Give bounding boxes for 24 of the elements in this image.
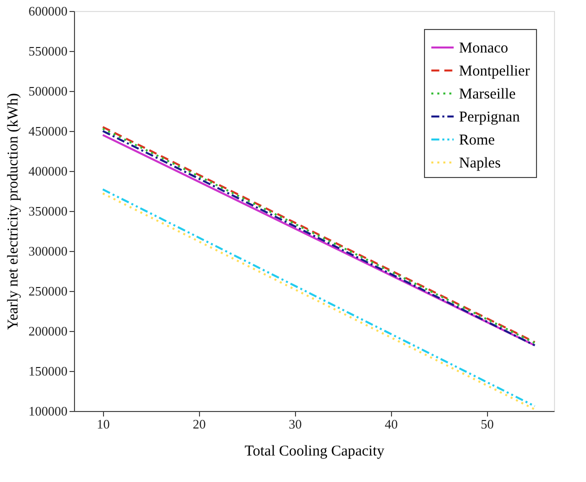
y-tick-label: 250000	[28, 284, 68, 298]
y-tick-label: 350000	[28, 204, 68, 218]
y-tick-label: 400000	[28, 164, 68, 178]
legend-label: Rome	[459, 132, 496, 148]
x-tick-label: 30	[288, 416, 302, 432]
legend-label: Monaco	[459, 40, 508, 56]
legend-label: Montpellier	[459, 64, 530, 80]
y-axis-title: Yearly net electricity production (kWh)	[6, 93, 22, 330]
y-tick-label: 600000	[28, 4, 68, 18]
y-tick-label: 100000	[28, 404, 68, 418]
legend-label: Marseille	[459, 86, 516, 102]
y-tick-label: 500000	[28, 84, 68, 98]
legend-label: Naples	[459, 156, 501, 172]
y-tick-label: 550000	[28, 44, 68, 58]
y-tick-label: 300000	[28, 244, 68, 258]
x-axis-title: Total Cooling Capacity	[244, 444, 385, 460]
x-tick-label: 50	[480, 416, 494, 432]
x-tick-label: 40	[384, 416, 398, 432]
y-tick-label: 200000	[28, 324, 68, 338]
legend-label: Perpignan	[459, 110, 520, 126]
y-tick-label: 150000	[28, 364, 68, 378]
x-tick-label: 20	[192, 416, 206, 432]
x-tick-label: 10	[96, 416, 110, 432]
y-tick-label: 450000	[28, 124, 68, 138]
